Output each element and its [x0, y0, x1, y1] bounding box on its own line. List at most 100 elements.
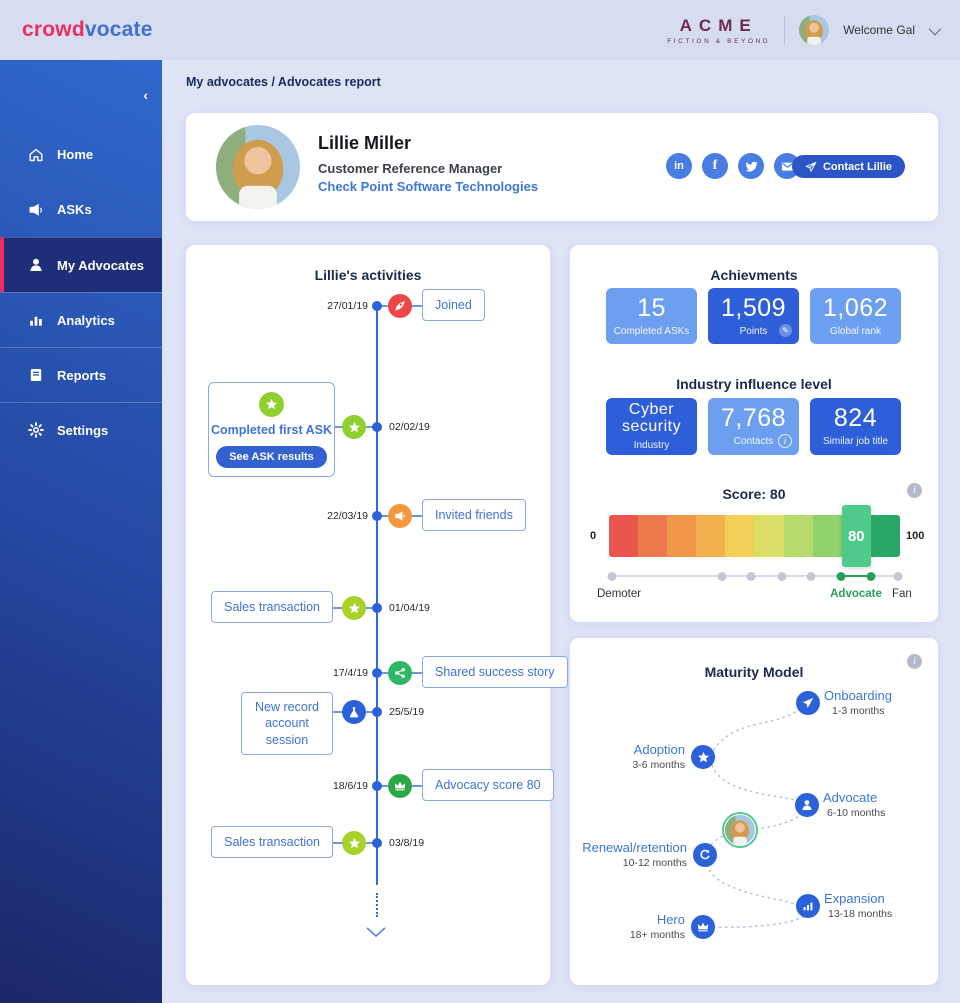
- stat-tile-industry: Cyber security Industry: [606, 398, 697, 455]
- stat-tile-similar-job-title: 824 Similar job title: [810, 398, 901, 455]
- acme-brand-name: ACME: [679, 15, 758, 35]
- timeline-event-dot: [372, 301, 382, 311]
- maturity-stage-adoption: Adoption 3-6 months: [632, 742, 685, 771]
- stat-label: Similar job title: [822, 436, 889, 447]
- bar-chart-icon: [796, 894, 820, 918]
- crown-icon: [388, 774, 412, 798]
- score-highlight-segment: 80: [841, 505, 871, 567]
- score-segment: [812, 515, 842, 557]
- linkedin-icon[interactable]: in: [666, 153, 692, 179]
- bar-chart-icon: [28, 312, 44, 328]
- timeline-event-label[interactable]: Sales transaction: [211, 826, 333, 858]
- stage-name: Expansion: [824, 891, 885, 906]
- see-ask-results-button[interactable]: See ASK results: [216, 446, 327, 468]
- timeline-expand-chevron-down-icon[interactable]: [364, 925, 388, 943]
- maturity-stage-expansion: Expansion 13-18 months: [824, 891, 892, 920]
- star-icon: [259, 392, 284, 417]
- score-value: 80: [847, 527, 865, 545]
- advocate-job-title: Customer Reference Manager: [318, 161, 503, 176]
- score-segment: [870, 515, 900, 557]
- score-scale-dot: [836, 571, 846, 581]
- crown-icon: [691, 915, 715, 939]
- stat-value: 824: [833, 404, 878, 432]
- score-scale-dot: [777, 571, 787, 581]
- stat-value: 15: [637, 293, 666, 322]
- timeline-event-label[interactable]: New record account session: [241, 692, 333, 755]
- maturity-stage-advocate: Advocate 6-10 months: [823, 790, 885, 819]
- maturity-stage-renewal: Renewal/retention 10-12 months: [582, 840, 687, 869]
- score-title: Score: 80: [722, 486, 786, 502]
- score-scale-dot: [806, 571, 816, 581]
- info-icon[interactable]: i: [778, 434, 792, 448]
- score-segment: [609, 515, 639, 557]
- score-label-advocate: Advocate: [830, 588, 882, 600]
- stage-name: Hero: [656, 912, 685, 927]
- timeline-event-dot: [372, 838, 382, 848]
- advocate-company-link[interactable]: Check Point Software Technologies: [318, 179, 539, 194]
- achievements-title: Achievments: [710, 267, 798, 283]
- stage-name: Advocate: [823, 790, 878, 805]
- timeline-event-date: 03/8/19: [389, 837, 425, 849]
- sidebar-item-analytics[interactable]: Analytics: [0, 292, 162, 347]
- stage-duration: 13-18 months: [828, 908, 893, 920]
- advocate-profile-card: Lillie Miller Customer Reference Manager…: [186, 113, 938, 221]
- stat-value: 7,768: [720, 404, 787, 432]
- sidebar-item-home[interactable]: Home: [0, 127, 162, 182]
- sidebar-collapse-chevron-icon[interactable]: ‹: [143, 87, 148, 103]
- gear-icon: [28, 422, 44, 438]
- maturity-stage-hero: Hero 18+ months: [630, 912, 685, 941]
- score-scale-dot: [607, 571, 617, 581]
- timeline-event-date: 02/02/19: [389, 421, 430, 433]
- timeline-event-label[interactable]: Joined: [422, 289, 485, 321]
- star-icon: [342, 831, 366, 855]
- timeline-event-dot: [372, 668, 382, 678]
- timeline-event-label[interactable]: Shared success story: [422, 656, 568, 688]
- timeline-event-date: 18/6/19: [332, 780, 368, 792]
- megaphone-icon: [28, 202, 44, 218]
- user-menu-chevron-down-icon[interactable]: [928, 22, 942, 35]
- maturity-model-card: i Maturity Model Onboarding 1-3 months A…: [570, 638, 938, 985]
- stat-tile-points: 1,509 Points ✎: [708, 288, 799, 344]
- sidebar-item-settings[interactable]: Settings: [0, 402, 162, 457]
- header-divider: [784, 15, 786, 45]
- timeline-event-date: 27/01/19: [327, 300, 368, 312]
- logo-part-2: vocate: [84, 18, 153, 41]
- timeline-event-dot: [372, 422, 382, 432]
- score-label-demoter: Demoter: [597, 588, 642, 600]
- timeline-axis-dotted: [376, 893, 378, 917]
- timeline-event-date: 25/5/19: [389, 706, 425, 718]
- sidebar-item-asks[interactable]: ASKs: [0, 182, 162, 237]
- sidebar-item-label: Home: [57, 147, 94, 162]
- stat-label: Industry: [633, 440, 670, 452]
- stage-duration: 10-12 months: [622, 857, 687, 869]
- flask-icon: [342, 700, 366, 724]
- timeline-event-label[interactable]: Invited friends: [422, 499, 526, 531]
- contact-button[interactable]: Contact Lillie: [791, 155, 905, 178]
- timeline-event-label[interactable]: Advocacy score 80: [422, 769, 554, 801]
- stat-label: Global rank: [829, 325, 882, 337]
- megaphone-icon: [388, 504, 412, 528]
- facebook-icon[interactable]: f: [702, 153, 728, 179]
- score-scale-dot: [866, 571, 876, 581]
- timeline-event-dot: [372, 781, 382, 791]
- timeline-event-label: Completed first ASK: [210, 423, 333, 437]
- info-icon[interactable]: i: [907, 654, 922, 669]
- sidebar-item-label: ASKs: [57, 202, 92, 217]
- sidebar-item-label: Settings: [57, 422, 109, 438]
- pencil-icon[interactable]: ✎: [779, 324, 792, 337]
- score-bar: 80: [609, 505, 900, 567]
- score-min-label: 0: [590, 530, 597, 542]
- stat-tile-global-rank: 1,062 Global rank: [810, 288, 901, 344]
- sidebar-item-my-advocates[interactable]: My Advocates: [0, 237, 162, 292]
- logo-part-1: crowd: [22, 18, 85, 41]
- timeline-event-label[interactable]: Sales transaction: [211, 591, 333, 623]
- stat-value: 1,509: [720, 293, 787, 322]
- stage-name: Onboarding: [824, 688, 892, 703]
- info-icon[interactable]: i: [907, 483, 922, 498]
- completed-first-ask-card: Completed first ASK See ASK results: [208, 382, 335, 477]
- score-scale-dot: [893, 571, 903, 581]
- twitter-icon[interactable]: [738, 153, 764, 179]
- crowdvocate-logo: crowdvocate: [22, 18, 153, 42]
- sidebar-item-reports[interactable]: Reports: [0, 347, 162, 402]
